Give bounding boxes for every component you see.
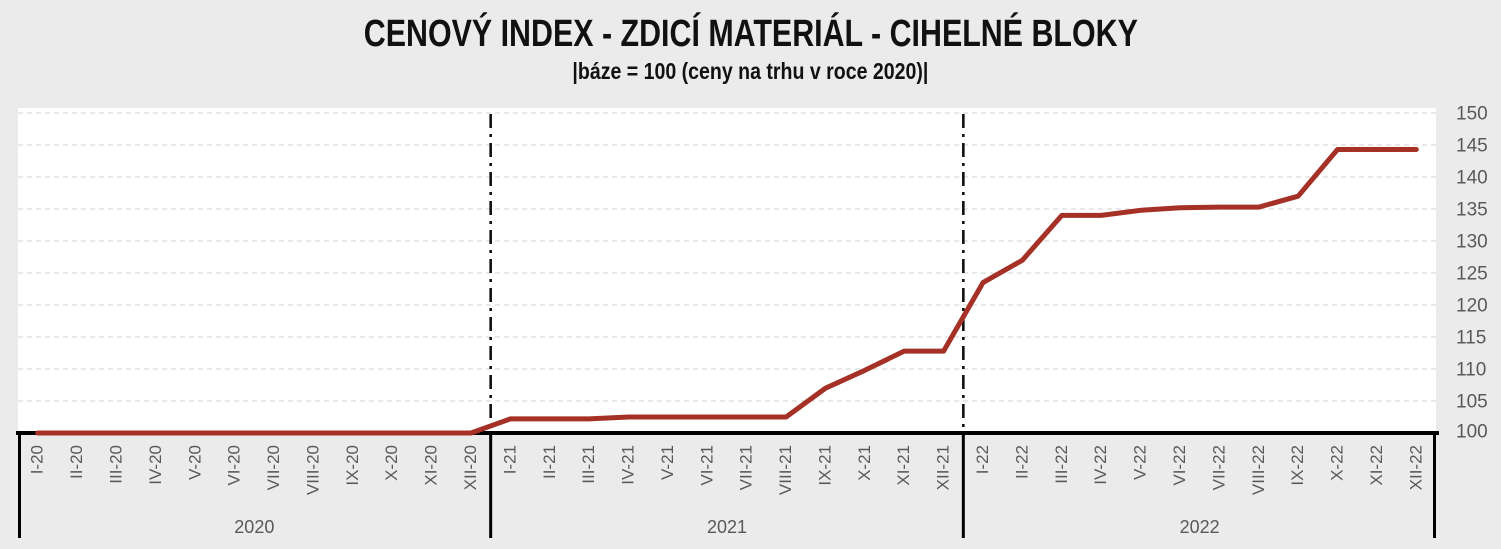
month-tick-label: III-22 xyxy=(1052,445,1071,484)
month-tick-label: II-22 xyxy=(1012,445,1031,479)
month-tick-label: VI-20 xyxy=(225,445,244,486)
month-tick-label: VI-22 xyxy=(1170,445,1189,486)
month-tick-label: VII-22 xyxy=(1209,445,1228,490)
year-label: 2022 xyxy=(1180,517,1220,537)
month-tick-label: IV-21 xyxy=(619,445,638,485)
month-tick-label: XI-20 xyxy=(422,445,441,486)
month-tick-label: X-20 xyxy=(382,445,401,481)
month-tick-label: V-20 xyxy=(185,445,204,480)
month-tick-label: IV-22 xyxy=(1091,445,1110,485)
month-tick-label: I-20 xyxy=(28,445,47,474)
chart-title: CENOVÝ INDEX - ZDICÍ MATERIÁL - CIHELNÉ … xyxy=(0,13,1501,56)
chart-subtitle-text: |báze = 100 (ceny na trhu v roce 2020)| xyxy=(572,58,929,84)
month-tick-label: VIII-20 xyxy=(303,445,322,495)
month-tick-label: X-21 xyxy=(855,445,874,481)
month-tick-label: III-21 xyxy=(579,445,598,484)
plot-area xyxy=(18,108,1436,433)
month-tick-label: XII-20 xyxy=(461,445,480,490)
month-tick-label: X-22 xyxy=(1328,445,1347,481)
y-tick-label: 120 xyxy=(1456,296,1488,317)
month-tick-label: IV-20 xyxy=(146,445,165,485)
month-tick-label: XII-22 xyxy=(1406,445,1425,490)
month-tick-label: IX-21 xyxy=(816,445,835,486)
month-tick-label: I-22 xyxy=(973,445,992,474)
month-tick-label: VII-20 xyxy=(264,445,283,490)
y-tick-label: 140 xyxy=(1456,168,1488,189)
y-tick-label: 100 xyxy=(1456,422,1488,443)
y-tick-label: 130 xyxy=(1456,232,1488,253)
y-tick-label: 125 xyxy=(1456,264,1488,285)
year-label: 2021 xyxy=(707,517,747,537)
month-tick-label: I-21 xyxy=(500,445,519,474)
chart-title-text: CENOVÝ INDEX - ZDICÍ MATERIÁL - CIHELNÉ … xyxy=(363,13,1138,55)
y-tick-label: 115 xyxy=(1456,328,1486,349)
month-tick-label: II-21 xyxy=(540,445,559,479)
y-tick-label: 150 xyxy=(1456,104,1488,125)
month-tick-label: XI-22 xyxy=(1367,445,1386,486)
month-tick-label: XI-21 xyxy=(894,445,913,486)
month-tick-label: VIII-21 xyxy=(776,445,795,495)
month-tick-label: VIII-22 xyxy=(1249,445,1268,495)
price-index-line xyxy=(35,147,1419,436)
y-tick-label: 110 xyxy=(1456,360,1486,381)
month-tick-label: III-20 xyxy=(107,445,126,484)
y-tick-label: 105 xyxy=(1456,392,1488,413)
month-tick-label: V-22 xyxy=(1131,445,1150,480)
month-tick-label: VI-21 xyxy=(697,445,716,486)
chart-subtitle: |báze = 100 (ceny na trhu v roce 2020)| xyxy=(0,58,1501,84)
y-tick-label: 145 xyxy=(1456,136,1488,157)
month-tick-label: VII-21 xyxy=(737,445,756,490)
month-tick-label: V-21 xyxy=(658,445,677,480)
month-tick-label: II-20 xyxy=(67,445,86,479)
month-tick-label: IX-22 xyxy=(1288,445,1307,486)
month-tick-label: IX-20 xyxy=(343,445,362,486)
year-label: 2020 xyxy=(234,517,274,537)
month-tick-label: XII-21 xyxy=(934,445,953,490)
y-tick-label: 135 xyxy=(1456,200,1488,221)
